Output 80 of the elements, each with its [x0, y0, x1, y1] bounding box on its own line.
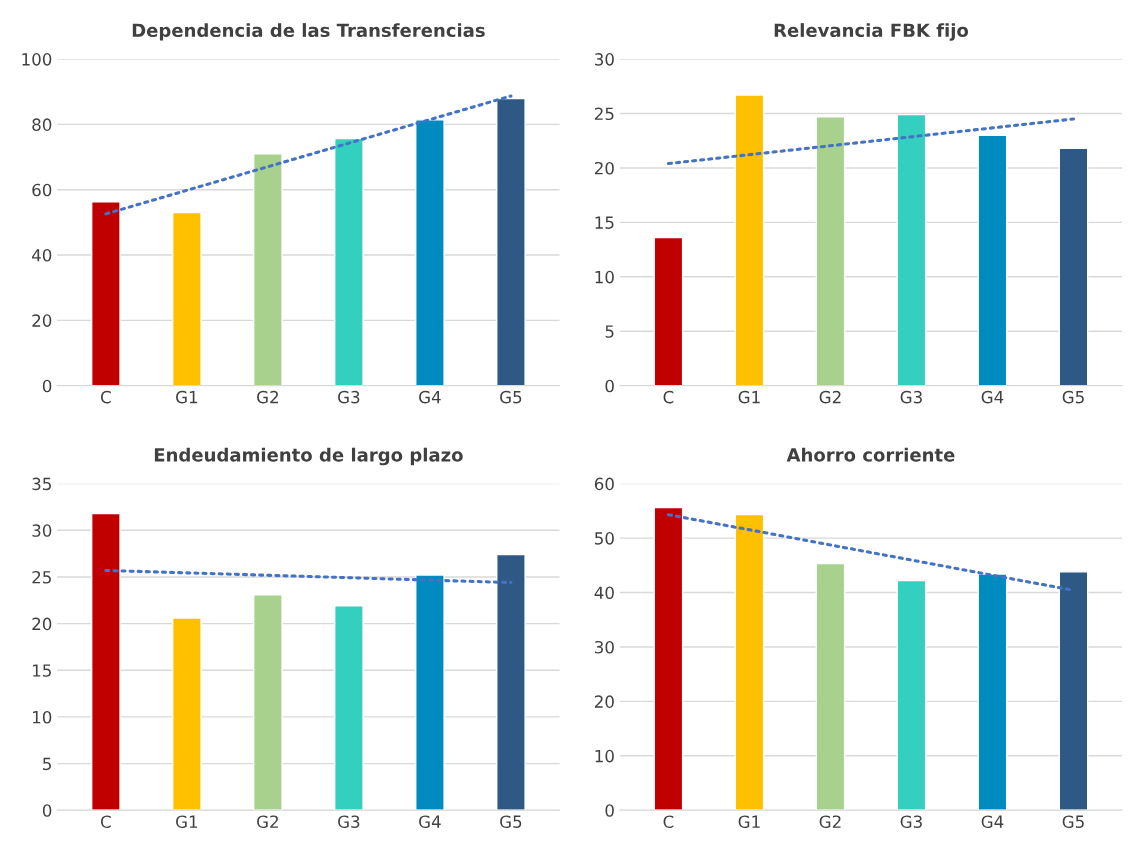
y-tick-label: 10 [595, 270, 614, 284]
bar [415, 119, 445, 386]
chart-title: Ahorro corriente [786, 447, 955, 462]
x-tick-label: G1 [738, 390, 760, 404]
x-tick-label: G5 [1062, 390, 1084, 404]
bar [415, 574, 445, 811]
y-tick-label: 40 [594, 586, 614, 600]
y-tick-label: 0 [605, 804, 614, 817]
bar [896, 579, 927, 811]
x-tick-label: G5 [1062, 815, 1084, 828]
x-tick-label: C [663, 815, 674, 828]
bar [1058, 571, 1089, 811]
bar [90, 201, 121, 386]
y-tick-label: 50 [595, 532, 614, 545]
x-tick-label: C [100, 815, 111, 828]
y-tick-label: 15 [595, 216, 614, 229]
x-tick-label: G1 [738, 815, 760, 828]
x-tick-label: G2 [257, 390, 278, 404]
y-tick-label: 10 [33, 710, 52, 724]
y-tick-label: 30 [595, 640, 614, 654]
x-tick-label: G5 [500, 390, 522, 404]
bar [253, 153, 283, 386]
y-tick-label: 25 [594, 107, 614, 121]
x-tick-label: G4 [419, 390, 441, 404]
chart-title: Dependencia de las Transferencias [132, 23, 485, 41]
chart-title: Endeudamiento de largo plazo [154, 447, 463, 466]
bar [896, 113, 927, 386]
y-tick-label: 30 [32, 524, 52, 537]
bar [653, 506, 684, 811]
bar [334, 137, 364, 386]
bar [1058, 147, 1089, 386]
y-tick-label: 80 [32, 118, 52, 131]
bar [977, 573, 1008, 811]
y-tick-label: 35 [32, 477, 51, 491]
bar [90, 512, 121, 811]
y-tick-label: 20 [594, 695, 614, 708]
y-tick-label: 5 [605, 325, 614, 338]
x-tick-label: G3 [338, 815, 360, 828]
y-tick-label: 20 [594, 161, 614, 175]
x-tick-label: G5 [500, 815, 522, 828]
bar [496, 97, 526, 386]
x-tick-label: G1 [176, 815, 198, 828]
x-tick-label: G4 [981, 815, 1004, 828]
y-tick-label: 30 [595, 53, 614, 66]
x-tick-label: G4 [981, 390, 1004, 404]
bar [977, 134, 1008, 386]
y-tick-label: 100 [22, 53, 52, 66]
bar [653, 236, 684, 386]
y-tick-label: 20 [32, 314, 52, 327]
y-tick-label: 0 [605, 379, 614, 393]
x-tick-label: C [100, 390, 111, 404]
bar [172, 617, 202, 811]
y-tick-label: 60 [32, 183, 52, 197]
y-tick-label: 60 [594, 477, 614, 491]
y-tick-label: 5 [43, 757, 51, 771]
x-tick-label: G4 [419, 815, 441, 828]
bar [734, 94, 765, 386]
y-tick-label: 10 [595, 749, 614, 763]
y-tick-label: 0 [42, 804, 52, 817]
x-tick-label: G2 [819, 390, 841, 404]
x-tick-label: G2 [819, 815, 841, 828]
y-tick-label: 15 [33, 664, 51, 677]
bar [334, 605, 364, 811]
bar [496, 553, 526, 811]
bar [734, 513, 765, 811]
x-tick-label: C [663, 390, 674, 404]
bar [815, 562, 846, 811]
x-tick-label: G1 [176, 390, 198, 404]
x-tick-label: G3 [900, 815, 922, 828]
y-tick-label: 40 [32, 249, 52, 262]
y-tick-label: 25 [32, 570, 51, 584]
chart-title: Relevancia FBK fijo [774, 23, 969, 41]
bar [172, 211, 202, 386]
y-tick-label: 0 [42, 379, 52, 393]
x-tick-label: G3 [338, 390, 360, 404]
x-tick-label: G3 [900, 390, 922, 404]
bar [815, 116, 846, 386]
y-tick-label: 20 [32, 617, 52, 631]
x-tick-label: G2 [257, 815, 278, 828]
bar [253, 593, 283, 811]
